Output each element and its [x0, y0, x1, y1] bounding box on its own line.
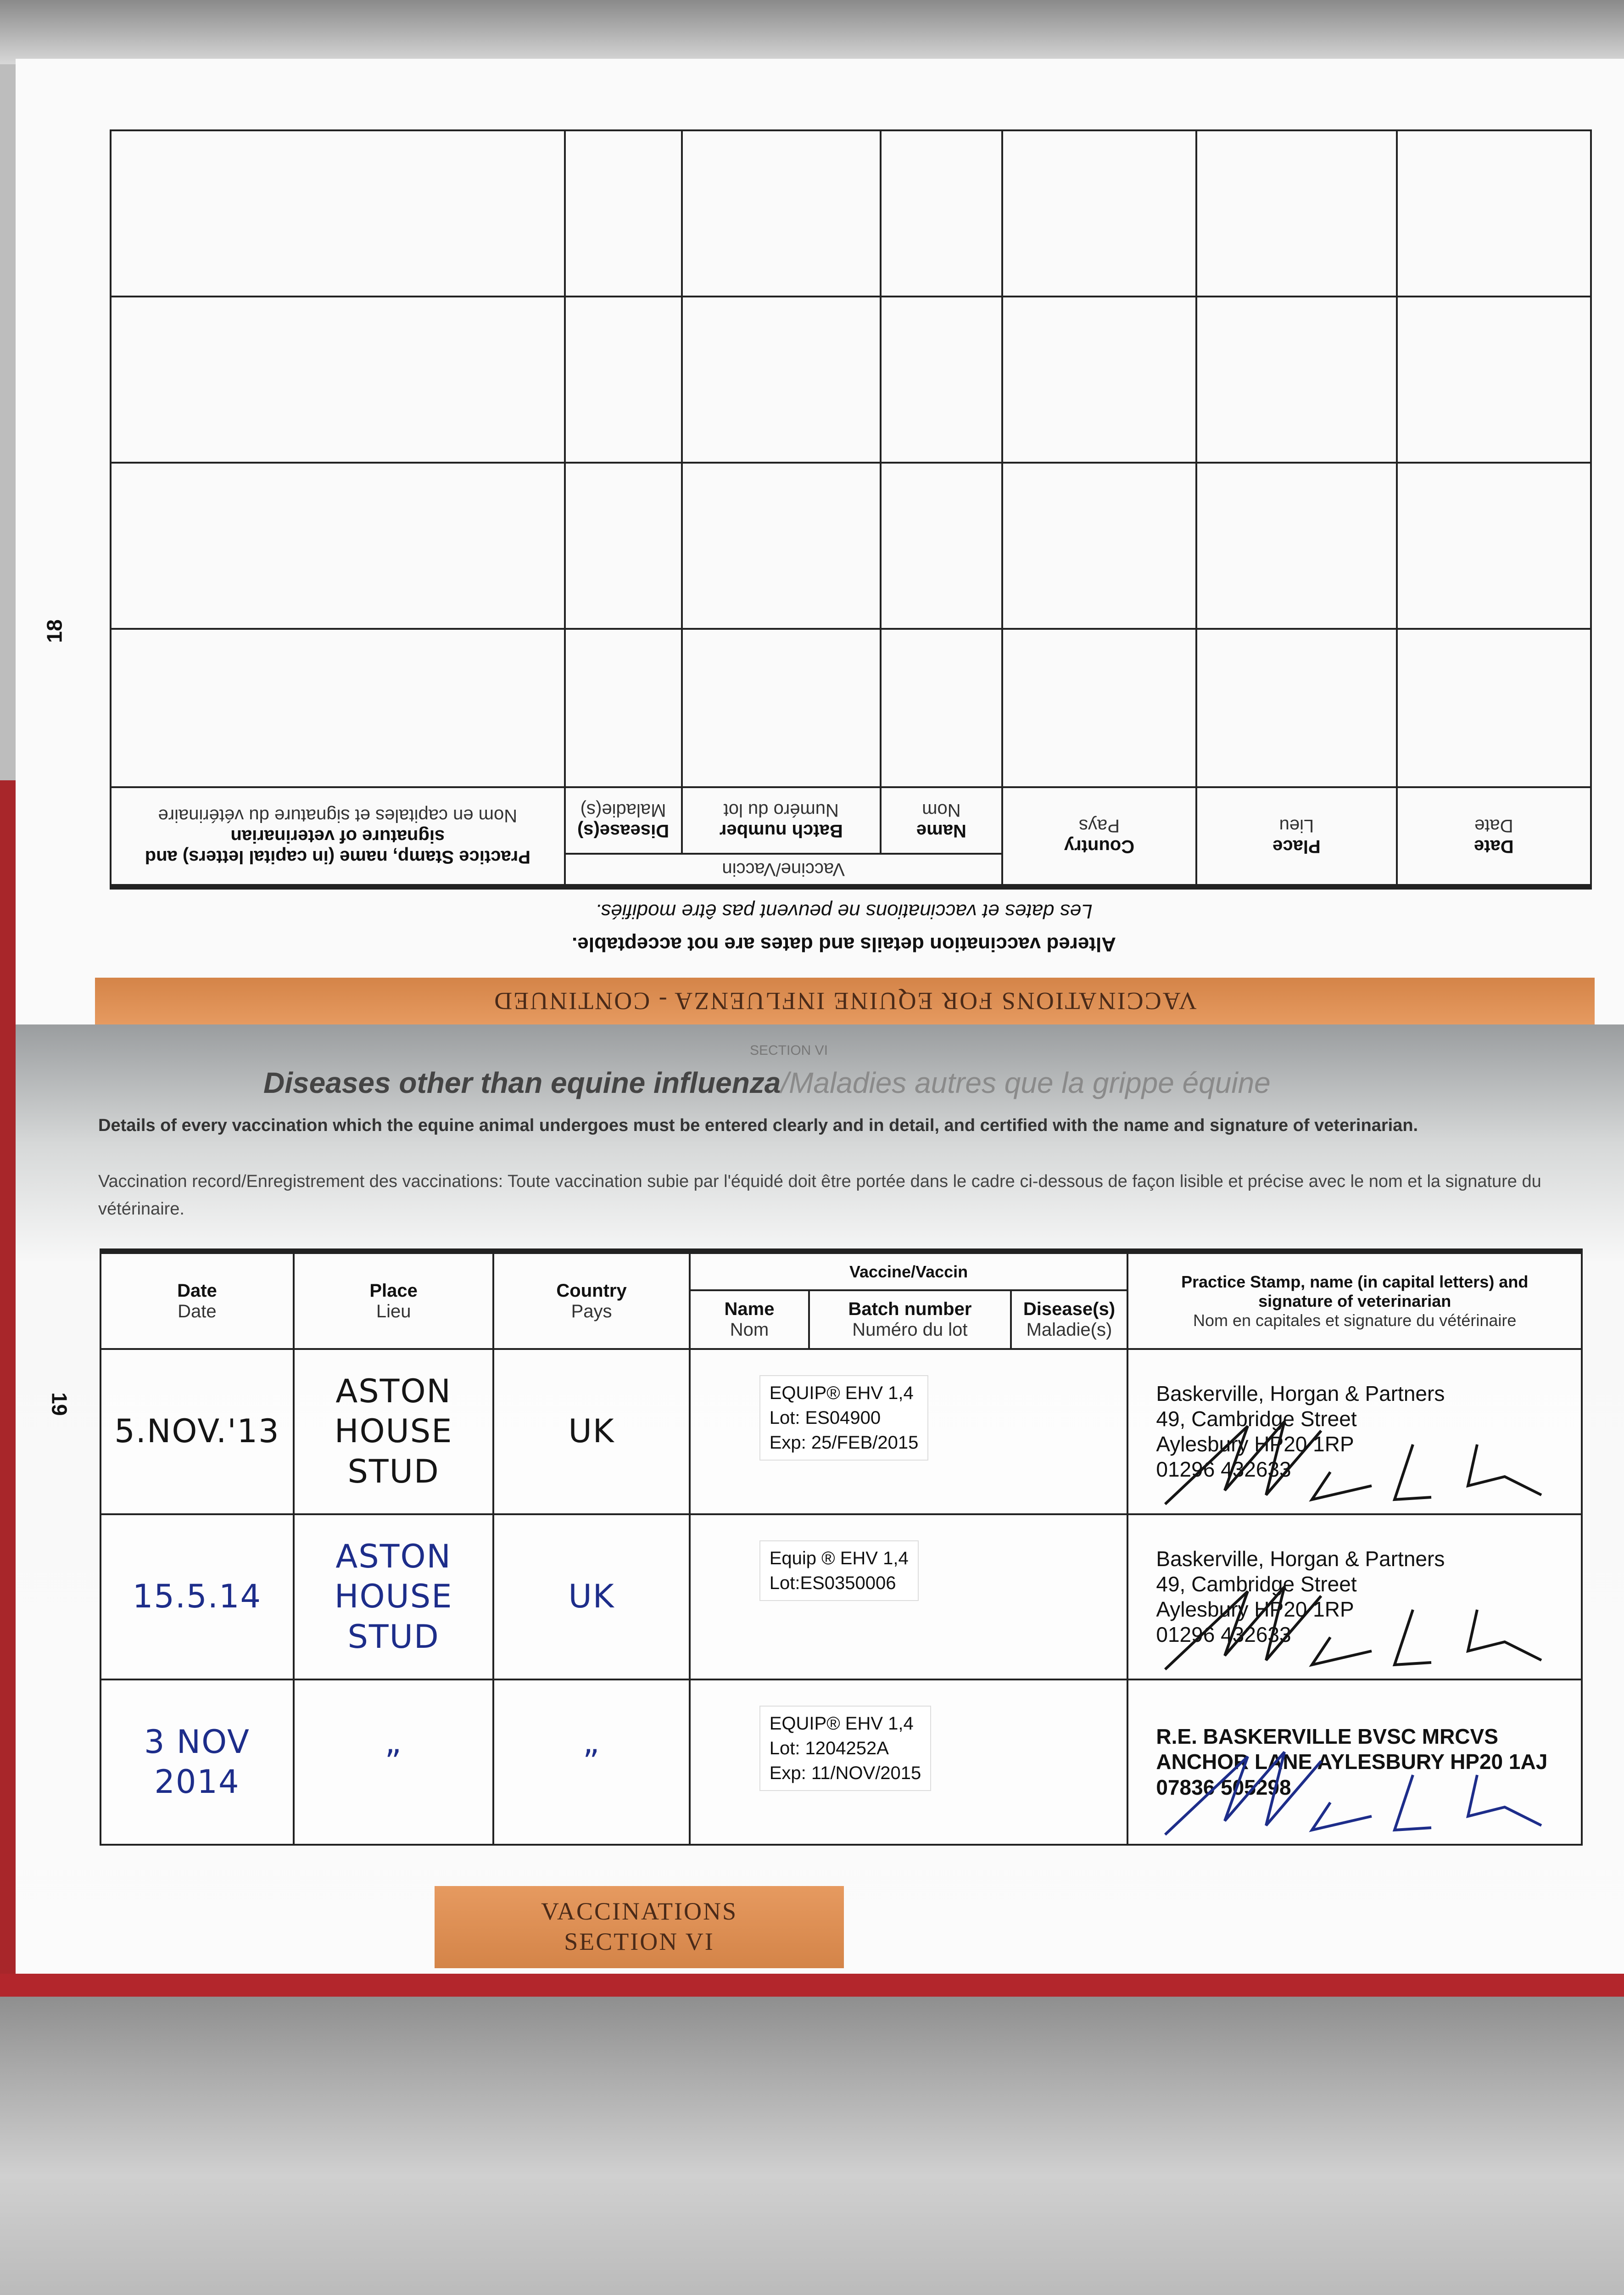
section-banner: VACCINATIONS FOR EQUINE INFLUENZA - CONT… — [95, 978, 1595, 1024]
vaccine-sticker: Equip ® EHV 1,4 Lot:ES0350006 — [759, 1540, 919, 1601]
header-country: Country Pays — [1002, 787, 1197, 887]
table-row-empty — [111, 629, 1591, 787]
veterinarian-signature — [1164, 1586, 1542, 1671]
vaccine-label-cell: EQUIP® EHV 1,4 Lot: 1204252A Exp: 11/NOV/2… — [688, 1679, 1129, 1846]
vaccination-table-18: Date Date Place Lieu Country Pays Vaccine/V… — [110, 129, 1592, 890]
intro-en: Details of every vaccination which the e… — [98, 1116, 1418, 1135]
warning-fr: Les dates et vaccinations ne peuvent pas… — [595, 900, 1093, 923]
header-name: Name Nom — [688, 1289, 810, 1350]
veterinarian-signature — [1164, 1421, 1542, 1506]
book-cover-edge-bottom — [0, 1974, 1624, 1997]
country-cell: UK — [492, 1348, 691, 1515]
header-vaccine: Vaccine/Vaccin — [564, 854, 1002, 887]
header-practice: Practice Stamp, name (in capital letters… — [1127, 1250, 1583, 1350]
practice-stamp-cell: R.E. BASKERVILLE BVSC MRCVS ANCHOR LANE A… — [1127, 1679, 1583, 1846]
place-cell: ASTON HOUSE STUD — [292, 1348, 495, 1515]
date-cell: 15.5.14 — [100, 1513, 295, 1680]
table-row: 5.NOV.'13 ASTON HOUSE STUD UK EQUIP® EHV… — [100, 1348, 1583, 1515]
place-cell: ASTON HOUSE STUD — [292, 1513, 495, 1680]
header-batch: Batch number Numéro du lot — [681, 787, 881, 854]
section-title: Diseases other than equine influenza/Mal… — [263, 1066, 1271, 1099]
book-cover-edge — [0, 780, 16, 1997]
table-row: 3 NOV 2014 ” ” EQUIP® EHV 1,4 Lot: 120425… — [100, 1679, 1583, 1846]
header-practice: Practice Stamp, name (in capital letters… — [111, 787, 565, 887]
date-cell: 5.NOV.'13 — [100, 1348, 295, 1515]
header-vaccine: Vaccine/Vaccin — [688, 1250, 1129, 1291]
veterinarian-signature — [1164, 1751, 1542, 1836]
footer-section-label: VACCINATIONS SECTION VI — [435, 1886, 844, 1968]
table-row: 15.5.14 ASTON HOUSE STUD UK Equip ® EHV … — [100, 1513, 1583, 1680]
warning-en: Altered vaccination details and dates ar… — [572, 933, 1116, 956]
page-number: 19 — [47, 1392, 72, 1416]
header-date: Date Date — [1396, 787, 1591, 887]
header-country: Country Pays — [492, 1250, 691, 1350]
country-cell: ” — [492, 1679, 691, 1846]
page-19: 19 SECTION VI Diseases other than equine… — [16, 1024, 1624, 1975]
header-place: Place Lieu — [292, 1250, 495, 1350]
practice-stamp-cell: Baskerville, Horgan & Partners 49, Cambri… — [1127, 1513, 1583, 1680]
place-cell: ” — [292, 1679, 495, 1846]
header-disease: Disease(s) Maladie(s) — [1010, 1289, 1129, 1350]
header-batch: Batch number Numéro du lot — [808, 1289, 1012, 1350]
header-place: Place Lieu — [1196, 787, 1397, 887]
country-cell: UK — [492, 1513, 691, 1680]
scan-shadow — [0, 0, 1624, 64]
header-date: Date Date — [100, 1250, 295, 1350]
intro-fr: Vaccination record/Enregistrement des va… — [98, 1172, 1541, 1219]
scan-background — [0, 1997, 1624, 2295]
table-row-empty — [111, 297, 1591, 463]
practice-stamp-cell: Baskerville, Horgan & Partners 49, Cambri… — [1127, 1348, 1583, 1515]
page-number: 18 — [42, 619, 67, 643]
header-disease: Disease(s) Maladie(s) — [564, 787, 682, 854]
vaccine-sticker: EQUIP® EHV 1,4 Lot: ES04900 Exp: 25/FEB/20… — [759, 1375, 929, 1461]
vaccine-label-cell: Equip ® EHV 1,4 Lot:ES0350006 — [688, 1513, 1129, 1680]
vaccination-table-19: Date Date Place Lieu Country Pays Vaccine/V… — [100, 1248, 1583, 1846]
table-row-empty — [111, 130, 1591, 297]
page-18: VACCINATIONS FOR EQUINE INFLUENZA - CONT… — [16, 59, 1624, 1024]
section-label: SECTION VI — [750, 1043, 828, 1058]
header-name: Name Nom — [881, 787, 1002, 854]
table-row-empty — [111, 463, 1591, 629]
vaccine-label-cell: EQUIP® EHV 1,4 Lot: ES04900 Exp: 25/FEB/20… — [688, 1348, 1129, 1515]
date-cell: 3 NOV 2014 — [100, 1679, 295, 1846]
vaccine-sticker: EQUIP® EHV 1,4 Lot: 1204252A Exp: 11/NOV/2… — [759, 1706, 932, 1791]
